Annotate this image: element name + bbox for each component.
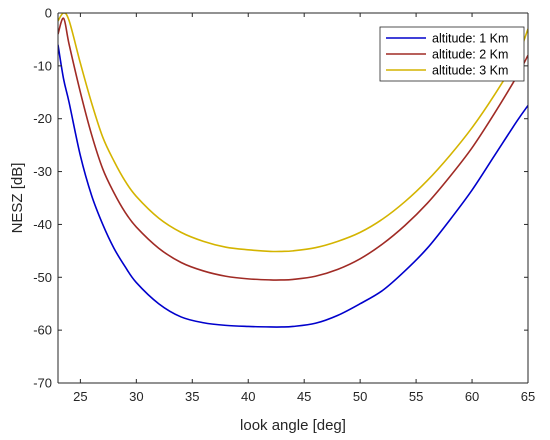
y-tick-label: -30 <box>33 164 52 179</box>
x-tick-label: 65 <box>521 389 535 404</box>
y-tick-label: -50 <box>33 270 52 285</box>
series-line-3 <box>58 13 528 253</box>
series-line-2 <box>58 17 528 281</box>
x-tick-label: 40 <box>241 389 255 404</box>
y-tick-label: -40 <box>33 217 52 232</box>
y-axis-label: NESZ [dB] <box>9 163 26 234</box>
x-tick-label: 30 <box>129 389 143 404</box>
series-line-1 <box>58 44 528 328</box>
legend-label-1: altitude: 1 Km <box>432 32 508 46</box>
x-tick-label: 60 <box>465 389 479 404</box>
x-tick-label: 25 <box>73 389 87 404</box>
y-tick-label: -20 <box>33 111 52 126</box>
x-tick-label: 35 <box>185 389 199 404</box>
axis-layer: 25 30 35 40 45 50 55 60 65 0 -10 -20 -30 -40 -50 -60 -70 <box>33 6 535 405</box>
x-axis-label: look angle [deg] <box>240 417 346 434</box>
series-group <box>58 13 528 328</box>
legend-label-3: altitude: 3 Km <box>432 64 508 78</box>
y-tick-label: -60 <box>33 323 52 338</box>
y-tick-label: -70 <box>33 376 52 391</box>
legend: altitude: 1 Km altitude: 2 Km altitude: 3 … <box>379 26 525 82</box>
x-tick-label: 45 <box>297 389 311 404</box>
y-tick-label: 0 <box>45 6 52 21</box>
x-tick-label: 55 <box>409 389 423 404</box>
y-tick-label: -10 <box>33 58 52 73</box>
x-tick-label: 50 <box>353 389 367 404</box>
legend-label-2: altitude: 2 Km <box>432 48 508 62</box>
